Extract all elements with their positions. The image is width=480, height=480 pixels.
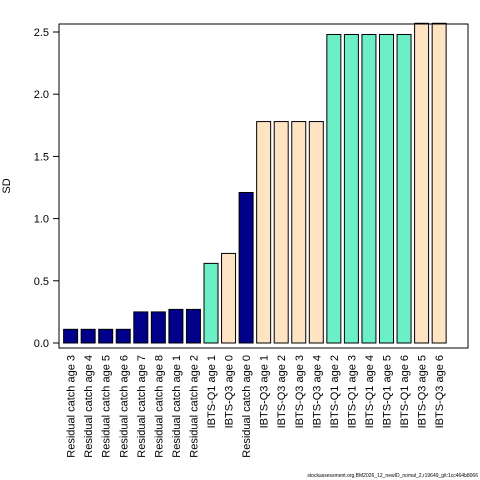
bar	[291, 121, 307, 344]
x-category-label: IBTS-Q1 age 1	[206, 355, 218, 428]
x-category-label: Residual catch age 8	[153, 355, 165, 458]
bar	[203, 262, 219, 344]
x-category-label: Residual catch age 7	[136, 355, 148, 458]
x-category-label: IBTS-Q3 age 2	[276, 355, 288, 428]
y-tick-label: 2.0	[34, 89, 49, 101]
x-category-label: Residual catch age 2	[188, 355, 200, 458]
bar	[221, 252, 237, 344]
footer-stamp: stockassessment.org,BM2026_12_newID_noma…	[307, 473, 478, 479]
bar	[273, 121, 289, 344]
bar	[343, 33, 359, 344]
x-tick-labels: Residual catch age 3 Residual catch age 4…	[66, 355, 447, 458]
bar	[326, 33, 342, 344]
bar	[238, 191, 254, 344]
y-axis: 0.0 0.5 1.0 1.5 2.0 2.5	[34, 27, 59, 350]
bar	[396, 33, 412, 344]
x-category-label: Residual catch age 5	[101, 355, 113, 458]
bar	[80, 328, 96, 344]
x-category-label: IBTS-Q3 age 4	[311, 355, 323, 428]
bar	[185, 308, 201, 344]
x-category-label: IBTS-Q1 age 3	[346, 355, 358, 428]
bar	[431, 22, 447, 344]
x-category-label: Residual catch age 6	[118, 355, 130, 458]
x-category-label: IBTS-Q1 age 6	[399, 355, 411, 428]
bar	[115, 328, 131, 344]
x-category-label: IBTS-Q3 age 1	[259, 355, 271, 428]
x-category-label: IBTS-Q3 age 6	[434, 355, 446, 428]
y-tick-label: 1.0	[34, 214, 49, 226]
plot-frame	[58, 23, 469, 349]
x-category-label: Residual catch age 0	[241, 355, 253, 458]
y-axis-label: SD	[1, 178, 13, 193]
x-category-label: IBTS-Q1 age 2	[329, 355, 341, 428]
bar	[63, 328, 79, 344]
y-tick-label: 0.0	[34, 338, 49, 350]
x-category-label: IBTS-Q3 age 5	[417, 355, 429, 428]
x-category-label: IBTS-Q3 age 3	[294, 355, 306, 428]
x-category-label: Residual catch age 1	[171, 355, 183, 458]
x-category-label: IBTS-Q3 age 0	[224, 355, 236, 428]
x-category-label: Residual catch age 4	[83, 355, 95, 458]
bar	[414, 22, 430, 344]
x-category-label: IBTS-Q1 age 4	[364, 355, 376, 428]
x-category-label: IBTS-Q1 age 5	[382, 355, 394, 428]
bar	[379, 33, 394, 344]
x-category-label: Residual catch age 3	[66, 355, 78, 458]
y-tick-label: 2.5	[34, 27, 49, 39]
bar	[133, 311, 149, 344]
bar	[98, 328, 114, 344]
bars-group	[63, 22, 447, 344]
bar	[168, 308, 184, 344]
bar	[361, 33, 377, 344]
y-tick-label: 1.5	[34, 151, 49, 163]
bar	[256, 121, 272, 344]
bar	[150, 311, 166, 344]
bar	[308, 121, 324, 344]
y-tick-label: 0.5	[34, 276, 49, 288]
